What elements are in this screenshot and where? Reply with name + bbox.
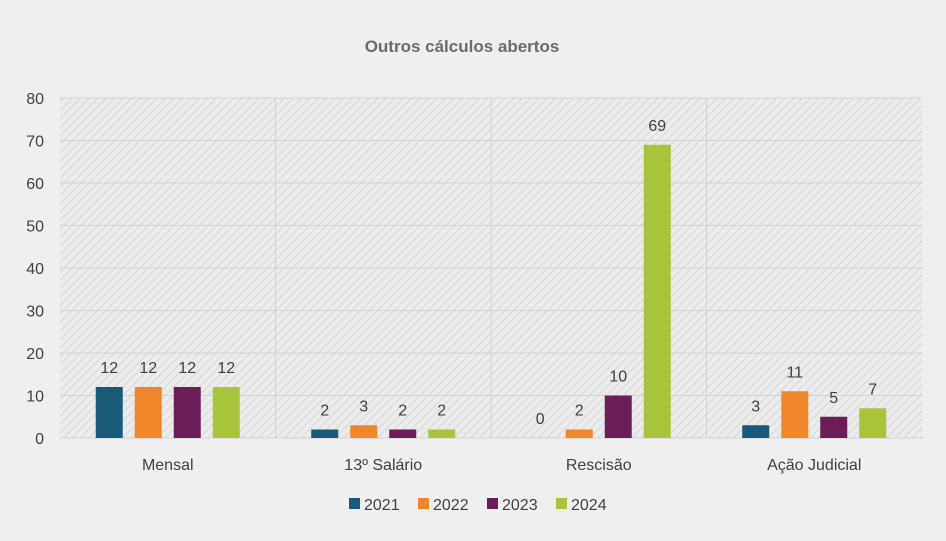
y-tick-label: 30 bbox=[26, 304, 44, 321]
bar bbox=[643, 144, 671, 438]
legend-swatch bbox=[349, 498, 360, 509]
y-tick-label: 40 bbox=[26, 261, 44, 278]
bar bbox=[428, 429, 456, 438]
chart-title: Outros cálculos abertos bbox=[365, 37, 560, 56]
data-label: 12 bbox=[100, 360, 118, 377]
bar bbox=[173, 387, 201, 438]
legend-swatch bbox=[418, 498, 429, 509]
bar bbox=[134, 387, 162, 438]
y-tick-label: 70 bbox=[26, 134, 44, 151]
legend-swatch bbox=[556, 498, 567, 509]
data-label: 12 bbox=[178, 360, 196, 377]
category-labels: Mensal 13º Salário Rescisão Ação Judicial bbox=[142, 457, 861, 474]
y-tick-label: 20 bbox=[26, 346, 44, 363]
category-label: Rescisão bbox=[566, 457, 632, 474]
legend-swatch bbox=[487, 498, 498, 509]
y-tick-label: 10 bbox=[26, 389, 44, 406]
data-label: 2 bbox=[437, 403, 446, 420]
legend-label: 2021 bbox=[364, 497, 400, 514]
y-axis-ticks: 0 10 20 30 40 50 60 70 80 bbox=[26, 91, 44, 448]
bar bbox=[859, 408, 887, 438]
bar bbox=[604, 395, 632, 438]
data-label: 3 bbox=[751, 398, 760, 415]
data-label: 2 bbox=[398, 403, 407, 420]
bar bbox=[350, 425, 378, 438]
y-tick-label: 0 bbox=[35, 431, 44, 448]
bar bbox=[389, 429, 417, 438]
y-tick-label: 60 bbox=[26, 176, 44, 193]
data-label: 10 bbox=[609, 369, 627, 386]
bars bbox=[95, 144, 887, 438]
data-label: 5 bbox=[829, 390, 838, 407]
bar bbox=[311, 429, 339, 438]
gridlines bbox=[60, 97, 922, 439]
y-tick-label: 80 bbox=[26, 91, 44, 108]
bar bbox=[95, 387, 123, 438]
data-label: 12 bbox=[139, 360, 157, 377]
bar bbox=[212, 387, 240, 438]
data-label: 69 bbox=[648, 118, 666, 135]
data-label: 3 bbox=[359, 398, 368, 415]
data-label: 2 bbox=[575, 403, 584, 420]
legend-label: 2022 bbox=[433, 497, 469, 514]
y-tick-label: 50 bbox=[26, 219, 44, 236]
data-label: 7 bbox=[868, 381, 877, 398]
bar bbox=[820, 416, 848, 438]
legend-label: 2023 bbox=[502, 497, 538, 514]
data-labels: 12 12 12 12 2 3 2 2 0 2 10 69 3 11 5 7 bbox=[100, 118, 877, 428]
bar bbox=[742, 425, 770, 438]
legend: 2021 2022 2023 2024 bbox=[349, 497, 607, 514]
data-label: 0 bbox=[536, 411, 545, 428]
category-label: Ação Judicial bbox=[767, 457, 861, 474]
data-label: 12 bbox=[217, 360, 235, 377]
data-label: 11 bbox=[786, 364, 803, 381]
category-label: Mensal bbox=[142, 457, 194, 474]
category-label: 13º Salário bbox=[344, 457, 422, 474]
bar bbox=[781, 391, 809, 438]
legend-label: 2024 bbox=[571, 497, 607, 514]
bar bbox=[565, 429, 593, 438]
data-label: 2 bbox=[320, 403, 329, 420]
